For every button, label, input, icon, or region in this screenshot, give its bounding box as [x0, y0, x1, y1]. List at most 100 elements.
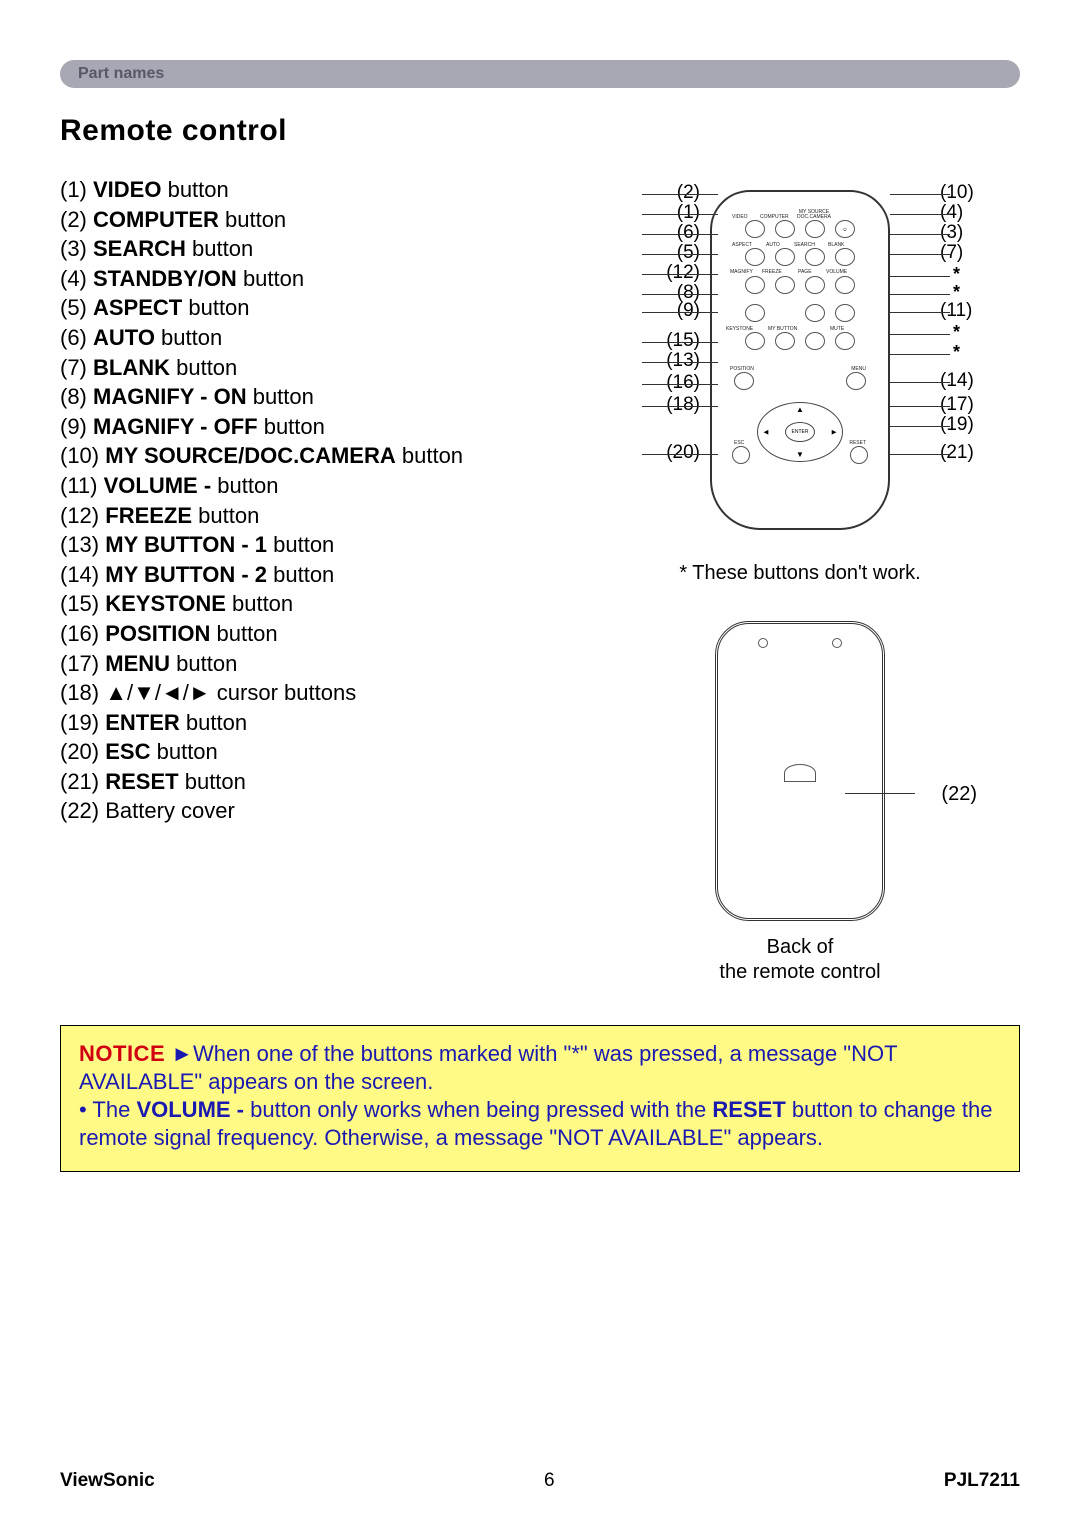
notice-mid: button only works when being pressed wit… [244, 1097, 712, 1122]
callout-right: (19) [940, 414, 1000, 436]
standby-icon: ⏻ [843, 227, 846, 232]
leader-line [890, 234, 950, 235]
micro-label: MY BUTTON [768, 326, 797, 332]
keystone-button [745, 332, 765, 350]
notice-bullet: • The [79, 1097, 136, 1122]
leader-line [845, 793, 915, 794]
cursor-left: ◄ [762, 428, 770, 437]
leader-line [642, 254, 718, 255]
leader-line [890, 382, 950, 383]
callout-left: (15) [600, 330, 700, 352]
enter-button: ENTER [785, 422, 815, 442]
footer-right: PJL7211 [944, 1470, 1020, 1492]
remote-back-diagram [715, 621, 885, 921]
callout-22: (22) [941, 783, 977, 806]
reset-button [850, 446, 868, 464]
list-item: (19) ENTER button [60, 709, 550, 738]
button-list: (1) VIDEO button(2) COMPUTER button(3) S… [60, 176, 550, 985]
list-item: (8) MAGNIFY - ON button [60, 383, 550, 412]
mybutton2-button [805, 332, 825, 350]
dpad-ring: ENTER ▲ ▼ ◄ ► [757, 402, 843, 462]
volume-plus-button [835, 276, 855, 294]
list-item: (1) VIDEO button [60, 176, 550, 205]
callout-right: * [953, 322, 960, 343]
leader-line [890, 194, 950, 195]
list-item: (12) FREEZE button [60, 502, 550, 531]
menu-button [846, 372, 866, 390]
leader-line [890, 312, 950, 313]
list-item: (18) ▲/▼/◄/► cursor buttons [60, 679, 550, 708]
micro-label: COMPUTER [760, 214, 789, 220]
computer-button [775, 220, 795, 238]
section-header-text: Part names [78, 65, 164, 83]
list-item: (2) COMPUTER button [60, 206, 550, 235]
back-caption-1: Back of [767, 936, 834, 958]
magnify-off-button [745, 304, 765, 322]
callout-left: (18) [600, 394, 700, 416]
magnify-on-button [745, 276, 765, 294]
list-item: (22) Battery cover [60, 797, 550, 826]
notice-label: NOTICE [79, 1041, 165, 1066]
list-item: (17) MENU button [60, 650, 550, 679]
volume-minus-button [835, 304, 855, 322]
position-button [734, 372, 754, 390]
list-item: (3) SEARCH button [60, 235, 550, 264]
leader-line [890, 334, 950, 335]
micro-label: ENTER [792, 429, 809, 435]
video-button [745, 220, 765, 238]
micro-label: RESET [849, 440, 866, 446]
notice-line1: ►When one of the buttons marked with "*"… [79, 1041, 897, 1094]
callout-right: (11) [940, 300, 1000, 322]
list-item: (14) MY BUTTON - 2 button [60, 561, 550, 590]
callout-right: (21) [940, 442, 1000, 464]
remote-front-diagram: ⏻ VIDEO COMPUTER MY SOURCE DOC.CAMERA AS… [600, 182, 1000, 542]
micro-label: AUTO [766, 242, 780, 248]
callout-left: (12) [600, 262, 700, 284]
callout-left: (5) [600, 242, 700, 264]
list-item: (9) MAGNIFY - OFF button [60, 413, 550, 442]
list-item: (4) STANDBY/ON button [60, 265, 550, 294]
list-item: (16) POSITION button [60, 620, 550, 649]
micro-label: PAGE [798, 269, 812, 275]
list-item: (6) AUTO button [60, 324, 550, 353]
callout-left: (6) [600, 222, 700, 244]
search-button [805, 248, 825, 266]
leader-line [890, 426, 950, 427]
notice-bold1: VOLUME - [136, 1097, 244, 1122]
callout-right: * [953, 342, 960, 363]
page-down-button [805, 304, 825, 322]
auto-button [775, 248, 795, 266]
leader-line [642, 294, 718, 295]
micro-label: FREEZE [762, 269, 782, 275]
callout-right: (10) [940, 182, 1000, 204]
micro-label: MUTE [830, 326, 844, 332]
mute-button [835, 332, 855, 350]
list-item: (15) KEYSTONE button [60, 590, 550, 619]
list-item: (7) BLANK button [60, 354, 550, 383]
callout-right: (3) [940, 222, 1000, 244]
page-up-button [805, 276, 825, 294]
leader-line [890, 406, 950, 407]
list-item: (21) RESET button [60, 768, 550, 797]
notice-box: NOTICE ►When one of the buttons marked w… [60, 1025, 1020, 1172]
leader-line [642, 342, 718, 343]
footer-left: ViewSonic [60, 1470, 155, 1492]
list-item: (10) MY SOURCE/DOC.CAMERA button [60, 442, 550, 471]
callout-left: (2) [600, 182, 700, 204]
micro-label: KEYSTONE [726, 326, 753, 332]
aspect-button [745, 248, 765, 266]
cursor-right: ► [830, 428, 838, 437]
leader-line [642, 362, 718, 363]
blank-button [835, 248, 855, 266]
leader-line [890, 454, 950, 455]
cursor-down: ▼ [796, 450, 804, 459]
micro-label: VIDEO [732, 214, 748, 220]
leader-line [642, 312, 718, 313]
callout-left: (9) [600, 300, 700, 322]
asterisk-note: * These buttons don't work. [679, 562, 920, 585]
callout-left: (20) [600, 442, 700, 464]
leader-line [890, 214, 950, 215]
micro-label: POSITION [730, 366, 754, 372]
micro-label: SEARCH [794, 242, 815, 248]
list-item: (5) ASPECT button [60, 294, 550, 323]
